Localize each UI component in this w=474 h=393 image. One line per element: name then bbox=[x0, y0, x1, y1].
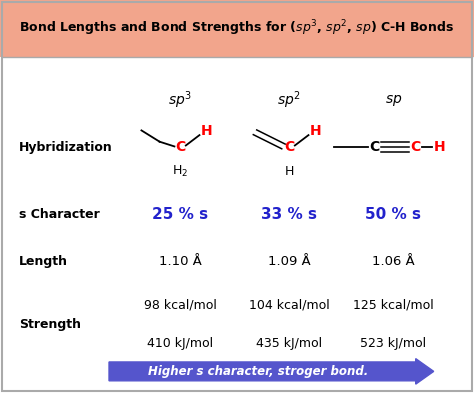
Text: Strength: Strength bbox=[19, 318, 81, 331]
Text: 50 % s: 50 % s bbox=[365, 207, 421, 222]
Text: 410 kJ/mol: 410 kJ/mol bbox=[147, 337, 213, 351]
Text: 1.10 Å: 1.10 Å bbox=[159, 255, 201, 268]
Text: 435 kJ/mol: 435 kJ/mol bbox=[256, 337, 322, 351]
Text: C: C bbox=[284, 140, 294, 154]
Text: $sp^3$: $sp^3$ bbox=[168, 90, 192, 111]
FancyArrow shape bbox=[109, 358, 434, 384]
Text: H: H bbox=[284, 165, 294, 178]
Text: 104 kcal/mol: 104 kcal/mol bbox=[249, 298, 329, 311]
Text: H: H bbox=[434, 140, 445, 154]
Text: C: C bbox=[175, 140, 185, 154]
Text: 1.06 Å: 1.06 Å bbox=[372, 255, 415, 268]
Text: 33 % s: 33 % s bbox=[261, 207, 317, 222]
Text: 523 kJ/mol: 523 kJ/mol bbox=[360, 337, 427, 351]
Text: Higher s character, stroger bond.: Higher s character, stroger bond. bbox=[148, 365, 368, 378]
Text: 98 kcal/mol: 98 kcal/mol bbox=[144, 298, 217, 311]
Text: H$_2$: H$_2$ bbox=[172, 164, 188, 180]
Text: Bond Lengths and Bond Strengths for ($sp^3$, $sp^2$, $sp$) C-H Bonds: Bond Lengths and Bond Strengths for ($sp… bbox=[19, 19, 455, 38]
Text: s Character: s Character bbox=[19, 208, 100, 221]
Text: $sp^2$: $sp^2$ bbox=[277, 90, 301, 111]
Text: 125 kcal/mol: 125 kcal/mol bbox=[353, 298, 434, 311]
Text: H: H bbox=[310, 124, 321, 138]
Text: 1.09 Å: 1.09 Å bbox=[268, 255, 310, 268]
Text: C: C bbox=[410, 140, 420, 154]
Text: $sp$: $sp$ bbox=[385, 93, 402, 108]
Text: H: H bbox=[201, 124, 212, 138]
Text: 25 % s: 25 % s bbox=[152, 207, 208, 222]
Text: Hybridization: Hybridization bbox=[19, 141, 113, 154]
Text: Length: Length bbox=[19, 255, 68, 268]
Bar bbox=[0, 0, 474, 57]
Text: C: C bbox=[369, 140, 380, 154]
